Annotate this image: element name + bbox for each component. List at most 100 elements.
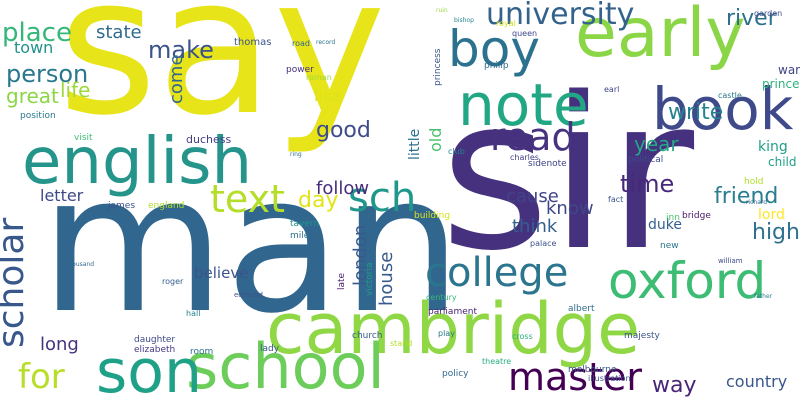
word-house: house [376, 251, 397, 306]
word-man: man [40, 134, 462, 355]
word-book: book [652, 75, 794, 143]
word-child: child [768, 155, 797, 169]
word-play: play [438, 329, 455, 338]
word-queen: queen [512, 29, 538, 38]
word-charles: charles [510, 153, 539, 162]
word-policy: policy [442, 369, 469, 379]
word-prince: prince [762, 77, 800, 91]
word-illustration: illustration [588, 374, 631, 383]
word-melbourne: melbourne [568, 365, 617, 375]
word-good: good [316, 118, 371, 143]
word-write: write [668, 100, 724, 125]
word-hall: hall [186, 309, 201, 318]
word-building: building [414, 211, 451, 221]
word-majesty: majesty [624, 331, 660, 341]
word-know: know [546, 198, 594, 219]
word-cross: cross [512, 332, 533, 341]
word-cause: cause [506, 186, 559, 207]
word-state: state [96, 22, 142, 43]
word-lord: lord [758, 207, 785, 223]
word-parliament: parliament [428, 307, 477, 317]
word-way: way [652, 373, 697, 398]
word-text: text [210, 177, 285, 221]
word-tavern: tavern [290, 219, 320, 229]
word-like: like [314, 86, 342, 105]
word-bishop: bishop [454, 17, 474, 24]
word-club: club [448, 147, 465, 156]
word-princess: princess [433, 48, 443, 86]
word-father: father [754, 293, 773, 300]
word-william: william [718, 257, 743, 265]
word-ring: ring [290, 151, 302, 158]
word-university: university [486, 0, 635, 32]
word-war: war [778, 63, 800, 77]
word-road: road [292, 39, 310, 48]
word-castle: castle [718, 91, 742, 100]
word-victoria: victoria [365, 262, 375, 296]
word-english: english [22, 125, 253, 199]
word-thomas: thomas [234, 37, 272, 48]
word-duke: duke [648, 217, 682, 233]
word-for: for [18, 357, 65, 397]
word-letter: letter [40, 186, 84, 205]
word-thousand: thousand [66, 261, 95, 268]
word-philip: philip [484, 61, 509, 71]
word-richard: richard [746, 199, 768, 206]
word-new: new [660, 241, 679, 251]
word-river: river [726, 6, 777, 31]
word-school: school [186, 330, 385, 400]
word-say: say [58, 0, 386, 157]
word-church: church [352, 331, 383, 341]
word-hold: hold [744, 177, 764, 187]
word-duchess: duchess [186, 133, 232, 146]
word-sch: sch [348, 175, 417, 221]
word-sir: sir [440, 52, 695, 297]
word-ruin: ruin [436, 7, 448, 14]
word-town: town [14, 38, 54, 57]
word-person: person [6, 60, 89, 88]
word-college: college [425, 250, 569, 296]
word-position: position [20, 111, 56, 121]
word-son: son [96, 337, 202, 400]
word-lady: lady [260, 344, 280, 354]
word-oxford: oxford [608, 252, 767, 310]
word-friend: friend [714, 184, 779, 209]
word-royal: royal [496, 19, 516, 28]
word-place: place [2, 18, 72, 48]
word-believe: believe [194, 264, 249, 282]
word-roger: roger [162, 277, 184, 286]
word-read: read [490, 115, 576, 159]
word-elizabeth: elizabeth [134, 345, 176, 355]
word-come: come [166, 54, 187, 104]
word-think: think [512, 216, 558, 237]
word-roman: roman [306, 73, 332, 82]
word-century: century [426, 293, 457, 302]
word-late: late [337, 272, 347, 290]
word-make: make [148, 36, 214, 64]
word-theatre: theatre [482, 357, 512, 366]
word-fact: fact [608, 195, 624, 204]
word-earl: earl [604, 85, 620, 94]
word-garden: garden [754, 9, 783, 18]
word-high: high [752, 220, 800, 245]
word-year: year [634, 132, 679, 156]
word-time: time [620, 170, 675, 198]
word-cambridge: cambridge [266, 288, 641, 370]
word-sidenote: sidenote [528, 159, 567, 169]
word-visit: visit [74, 133, 93, 143]
word-country: country [726, 372, 788, 391]
word-albert: albert [568, 304, 595, 314]
word-master: master [508, 355, 643, 399]
word-boy: boy [448, 20, 540, 78]
word-stand: stand [390, 339, 413, 348]
word-bridge: bridge [682, 211, 711, 221]
word-follow: follow [316, 178, 370, 199]
word-record: record [316, 39, 336, 46]
word-edmund: edmund [234, 291, 263, 299]
word-palace: palace [530, 239, 557, 248]
word-inn: inn [666, 213, 680, 223]
word-early: early [575, 0, 746, 73]
word-life: life [60, 78, 91, 102]
word-political: political [628, 155, 664, 165]
